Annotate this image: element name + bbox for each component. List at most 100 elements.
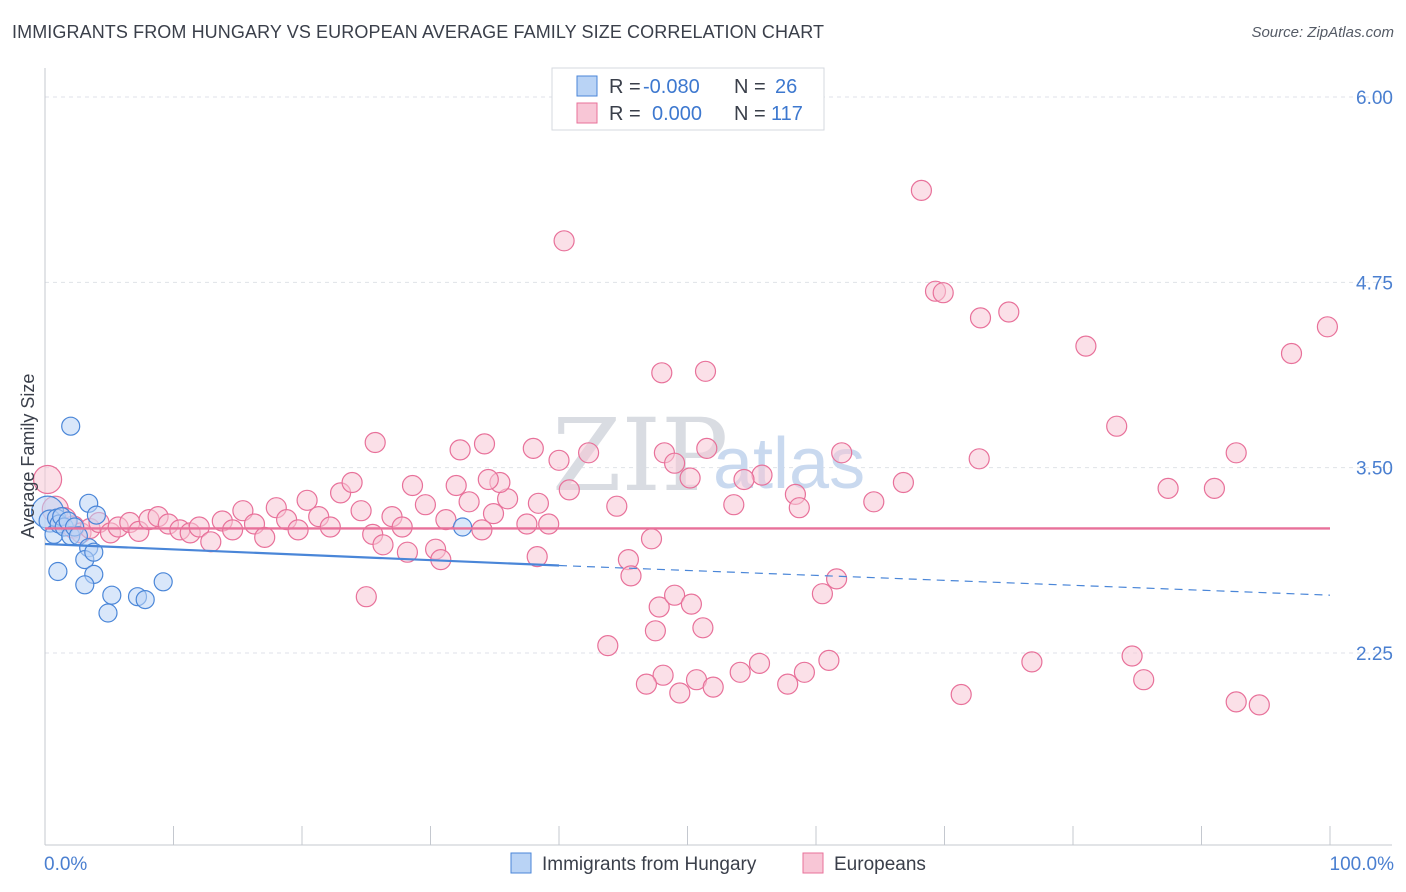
hungary-trend-extension: [558, 564, 1331, 596]
europeans-point-63: [723, 494, 745, 516]
europeans-point-43: [482, 502, 505, 525]
europeans-point-83: [1280, 342, 1303, 365]
hungary-point-18: [48, 561, 68, 582]
bottom-legend-swatch-hungary: [510, 852, 532, 874]
europeans-point-71: [553, 230, 575, 252]
y-tick-label-0: 2.25: [1356, 644, 1393, 665]
europeans-point-110: [950, 683, 972, 706]
europeans-point-99: [652, 664, 674, 686]
europeans-point-68: [396, 541, 418, 563]
europeans-point-19: [222, 519, 244, 541]
axes: [44, 68, 1392, 846]
legend-swatch-hungary: [576, 75, 598, 97]
europeans-point-30: [341, 471, 363, 494]
x-tick-label-min: 0.0%: [44, 854, 87, 875]
gridlines: [45, 96, 1392, 654]
hungary-point-20: [102, 585, 122, 605]
europeans-point-76: [932, 282, 954, 304]
europeans-point-50: [364, 431, 386, 454]
europeans-point-31: [350, 500, 372, 522]
y-tick-label-1: 3.50: [1356, 459, 1393, 480]
x-tick-label-max: 100.0%: [1330, 854, 1395, 875]
europeans-point-48: [548, 449, 570, 471]
europeans-point-98: [692, 617, 714, 639]
europeans-point-113: [1133, 669, 1155, 691]
europeans-point-96: [597, 634, 619, 657]
trend-lines: [44, 527, 1331, 596]
europeans-point-115: [1248, 694, 1270, 716]
europeans-point-78: [998, 301, 1020, 323]
europeans-point-42: [471, 519, 493, 541]
legend-n-value-1: 26: [775, 76, 797, 98]
europeans-point-52: [473, 433, 496, 455]
europeans-point-80: [1157, 477, 1179, 499]
legend-swatch-europeans: [576, 102, 598, 124]
hungary-points: [30, 416, 473, 623]
hungary-point-19: [86, 505, 107, 525]
europeans-point-17: [200, 531, 222, 553]
europeans-point-108: [825, 568, 848, 590]
europeans-point-57: [640, 528, 663, 550]
legend-r-value-1: -0.080: [643, 76, 700, 98]
europeans-point-36: [401, 474, 424, 497]
europeans-point-74: [910, 179, 933, 201]
europeans-point-104: [748, 652, 771, 675]
europeans-point-88: [863, 491, 885, 513]
europeans-point-91: [733, 468, 755, 491]
europeans-point-102: [702, 676, 724, 698]
stats-legend: R = -0.080 N = 26 R = 0.000 N = 117: [551, 67, 825, 131]
europeans-point-107: [818, 649, 840, 672]
europeans-point-81: [1203, 477, 1226, 499]
europeans-point-77: [969, 307, 992, 329]
europeans-point-47: [538, 513, 560, 535]
europeans-point-79: [1075, 335, 1097, 357]
europeans-point-55: [606, 495, 628, 517]
y-tick-label-3: 6.00: [1356, 88, 1393, 109]
europeans-point-41: [458, 491, 480, 513]
europeans-point-85: [1106, 415, 1128, 437]
bottom-legend-label-hungary: Immigrants from Hungary: [542, 854, 757, 875]
europeans-point-25: [287, 519, 309, 541]
bottom-legend-swatch-europeans: [802, 852, 824, 874]
europeans-point-20: [232, 500, 254, 522]
europeans-point-0: [32, 464, 63, 495]
europeans-point-109: [811, 583, 834, 605]
hungary-point-11: [61, 416, 81, 436]
europeans-point-100: [669, 682, 691, 704]
europeans-point-22: [254, 526, 276, 549]
y-axis-title: Average Family Size: [18, 374, 38, 539]
europeans-point-106: [793, 661, 816, 683]
legend-r-value-2: 0.000: [652, 103, 702, 125]
europeans-point-103: [729, 661, 751, 683]
europeans-point-86: [968, 448, 990, 470]
europeans-point-16: [188, 516, 210, 538]
hungary-point-24: [98, 603, 118, 623]
europeans-point-92: [620, 565, 642, 587]
europeans-point-53: [522, 437, 544, 459]
europeans-point-58: [651, 362, 673, 384]
europeans-point-45: [516, 513, 538, 535]
europeans-point-39: [435, 508, 457, 531]
europeans-point-82: [1225, 442, 1247, 464]
europeans-point-49: [558, 479, 580, 501]
europeans-point-66: [526, 545, 548, 568]
legend-n-label-2: N =: [734, 103, 766, 125]
europeans-point-70: [477, 468, 499, 491]
europeans-point-26: [296, 489, 318, 511]
legend-n-value-2: 117: [771, 103, 803, 125]
legend-n-label-1: N =: [734, 76, 766, 98]
europeans-point-95: [680, 593, 703, 615]
europeans-point-51: [449, 439, 471, 461]
europeans-point-112: [1121, 645, 1143, 667]
europeans-point-40: [445, 474, 467, 497]
series-legend: Immigrants from Hungary Europeans: [510, 852, 926, 875]
europeans-point-97: [644, 620, 667, 642]
hungary-point-25: [453, 517, 473, 537]
europeans-point-46: [527, 492, 550, 514]
europeans-point-35: [391, 516, 413, 538]
europeans-point-111: [1021, 651, 1043, 673]
hungary-point-15: [84, 542, 104, 562]
legend-r-label-1: R =: [609, 76, 641, 98]
chart-title: IMMIGRANTS FROM HUNGARY VS EUROPEAN AVER…: [12, 22, 825, 42]
